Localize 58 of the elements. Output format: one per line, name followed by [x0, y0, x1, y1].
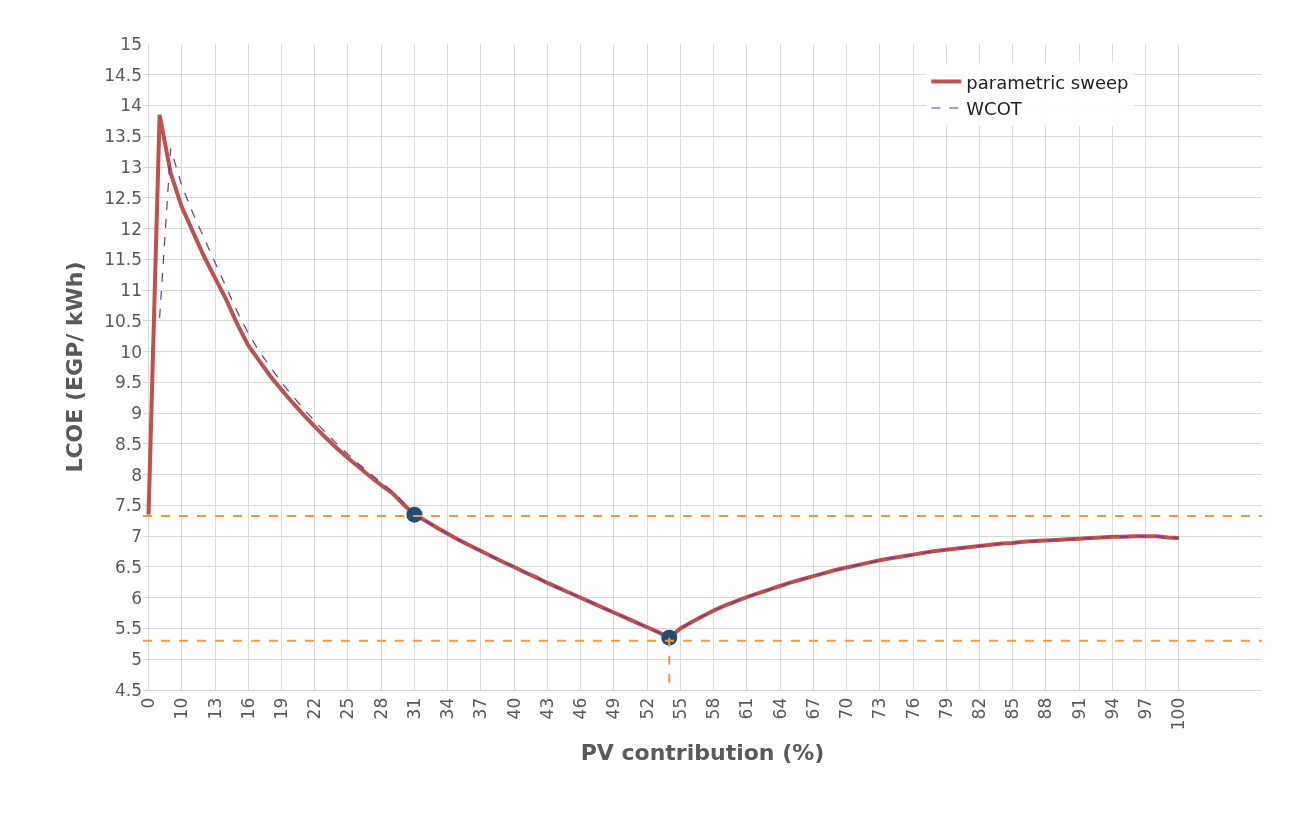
x-tick-label: 31	[403, 697, 424, 720]
x-tick-label: 40	[503, 697, 524, 720]
x-tick-label: 70	[836, 697, 857, 720]
x-tick-label: 52	[636, 697, 657, 720]
y-tick-label: 13	[120, 157, 142, 177]
y-tick-label: 14	[120, 95, 142, 116]
x-tick-label: 94	[1101, 697, 1122, 720]
x-tick-label: 34	[437, 697, 458, 720]
y-tick-label: 8.5	[114, 433, 142, 454]
x-tick-label: 88	[1035, 697, 1056, 720]
x-tick-label: 91	[1068, 697, 1089, 720]
x-tick-label: 37	[470, 697, 491, 720]
x-tick-label: 73	[869, 697, 890, 720]
x-tick-label: 46	[570, 697, 591, 720]
x-tick-label: 10	[171, 697, 192, 720]
x-tick-label: 100	[1168, 697, 1189, 731]
y-tick-label: 9.5	[114, 372, 142, 393]
y-tick-label: 6	[131, 587, 142, 608]
x-tick-label: 67	[802, 697, 823, 720]
x-tick-label: 0	[138, 697, 159, 709]
y-tick-label: 7	[131, 526, 142, 547]
y-tick-label: 14.5	[104, 64, 142, 85]
x-tick-label: 28	[370, 697, 391, 720]
y-axis-title: LCOE (EGP/ kWh)	[61, 261, 87, 473]
y-tick-label: 4.5	[114, 679, 142, 700]
y-tick-label: 5	[131, 649, 142, 670]
y-tick-label: 11	[120, 280, 142, 301]
y-tick-label: 12	[120, 218, 142, 239]
x-tick-label: 13	[204, 697, 225, 720]
y-tick-label: 11.5	[104, 249, 142, 270]
y-tick-label: 10	[120, 341, 142, 362]
legend-label: WCOT	[966, 98, 1023, 119]
x-tick-label: 97	[1135, 697, 1156, 720]
x-tick-label: 58	[703, 697, 724, 720]
x-tick-label: 85	[1002, 697, 1023, 720]
y-tick-label: 12.5	[104, 187, 142, 208]
x-tick-label: 22	[304, 697, 325, 720]
x-tick-label: 16	[237, 697, 258, 720]
x-tick-label: 79	[935, 697, 956, 720]
x-tick-label: 82	[969, 697, 990, 720]
y-tick-label: 6.5	[114, 556, 142, 577]
y-tick-label: 9	[131, 403, 142, 424]
legend-label: parametric sweep	[966, 71, 1129, 93]
y-tick-label: 15	[120, 33, 142, 54]
y-tick-label: 13.5	[104, 126, 142, 147]
x-axis-title: PV contribution (%)	[580, 740, 825, 766]
x-tick-label: 25	[337, 697, 358, 720]
y-tick-label: 10.5	[104, 310, 142, 331]
x-tick-label: 49	[603, 697, 624, 720]
y-tick-label: 8	[131, 464, 142, 485]
x-tick-label: 19	[271, 697, 292, 720]
y-tick-label: 5.5	[114, 618, 142, 639]
x-tick-label: 64	[769, 697, 790, 720]
x-tick-label: 76	[902, 697, 923, 720]
x-tick-label: 55	[669, 697, 690, 720]
x-tick-label: 61	[736, 697, 757, 720]
y-tick-label: 7.5	[114, 495, 142, 516]
x-tick-label: 43	[536, 697, 557, 720]
